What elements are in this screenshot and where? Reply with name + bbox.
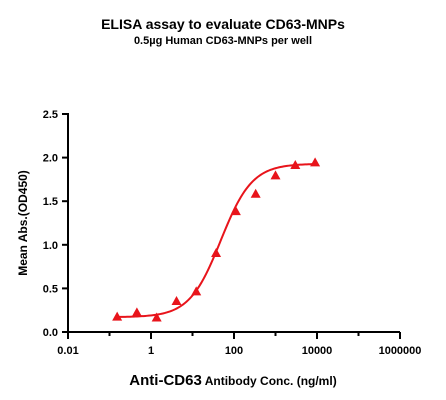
y-tick-label: 1.0 <box>43 240 58 252</box>
x-tick-label: 100 <box>225 345 243 357</box>
chart-subtitle: 0.5µg Human CD63-MNPs per well <box>133 35 313 47</box>
x-tick-label: 1000000 <box>379 345 422 357</box>
fit-curve <box>117 163 316 318</box>
x-tick-label: 10000 <box>302 345 333 357</box>
y-tick-label: 0.0 <box>43 327 58 339</box>
data-point <box>112 311 123 321</box>
y-tick-label: 2.0 <box>43 153 58 165</box>
y-axis-title: Mean Abs.(OD450) <box>16 170 30 276</box>
y-tick-label: 1.5 <box>43 196 58 208</box>
data-point <box>230 206 241 216</box>
data-point <box>310 157 321 167</box>
y-tick-label: 2.5 <box>43 109 58 121</box>
x-axis-title: Anti-CD63 Antibody Conc. (ng/ml) <box>129 372 336 389</box>
x-axis-title-rest: Antibody Conc. (ng/ml) <box>202 374 337 388</box>
y-tick-label: 0.5 <box>43 283 58 295</box>
data-point <box>290 159 301 169</box>
data-point <box>131 307 142 317</box>
data-point <box>250 188 261 198</box>
data-point <box>270 170 281 180</box>
data-point <box>211 248 222 258</box>
x-axis-title-main: Anti-CD63 <box>129 372 202 389</box>
x-tick-label: 1 <box>148 345 154 357</box>
x-tick-label: 0.01 <box>57 345 78 357</box>
data-point <box>151 312 162 322</box>
data-point <box>171 295 182 305</box>
data-point <box>191 286 202 296</box>
chart-title: ELISA assay to evaluate CD63-MNPs <box>101 16 345 32</box>
